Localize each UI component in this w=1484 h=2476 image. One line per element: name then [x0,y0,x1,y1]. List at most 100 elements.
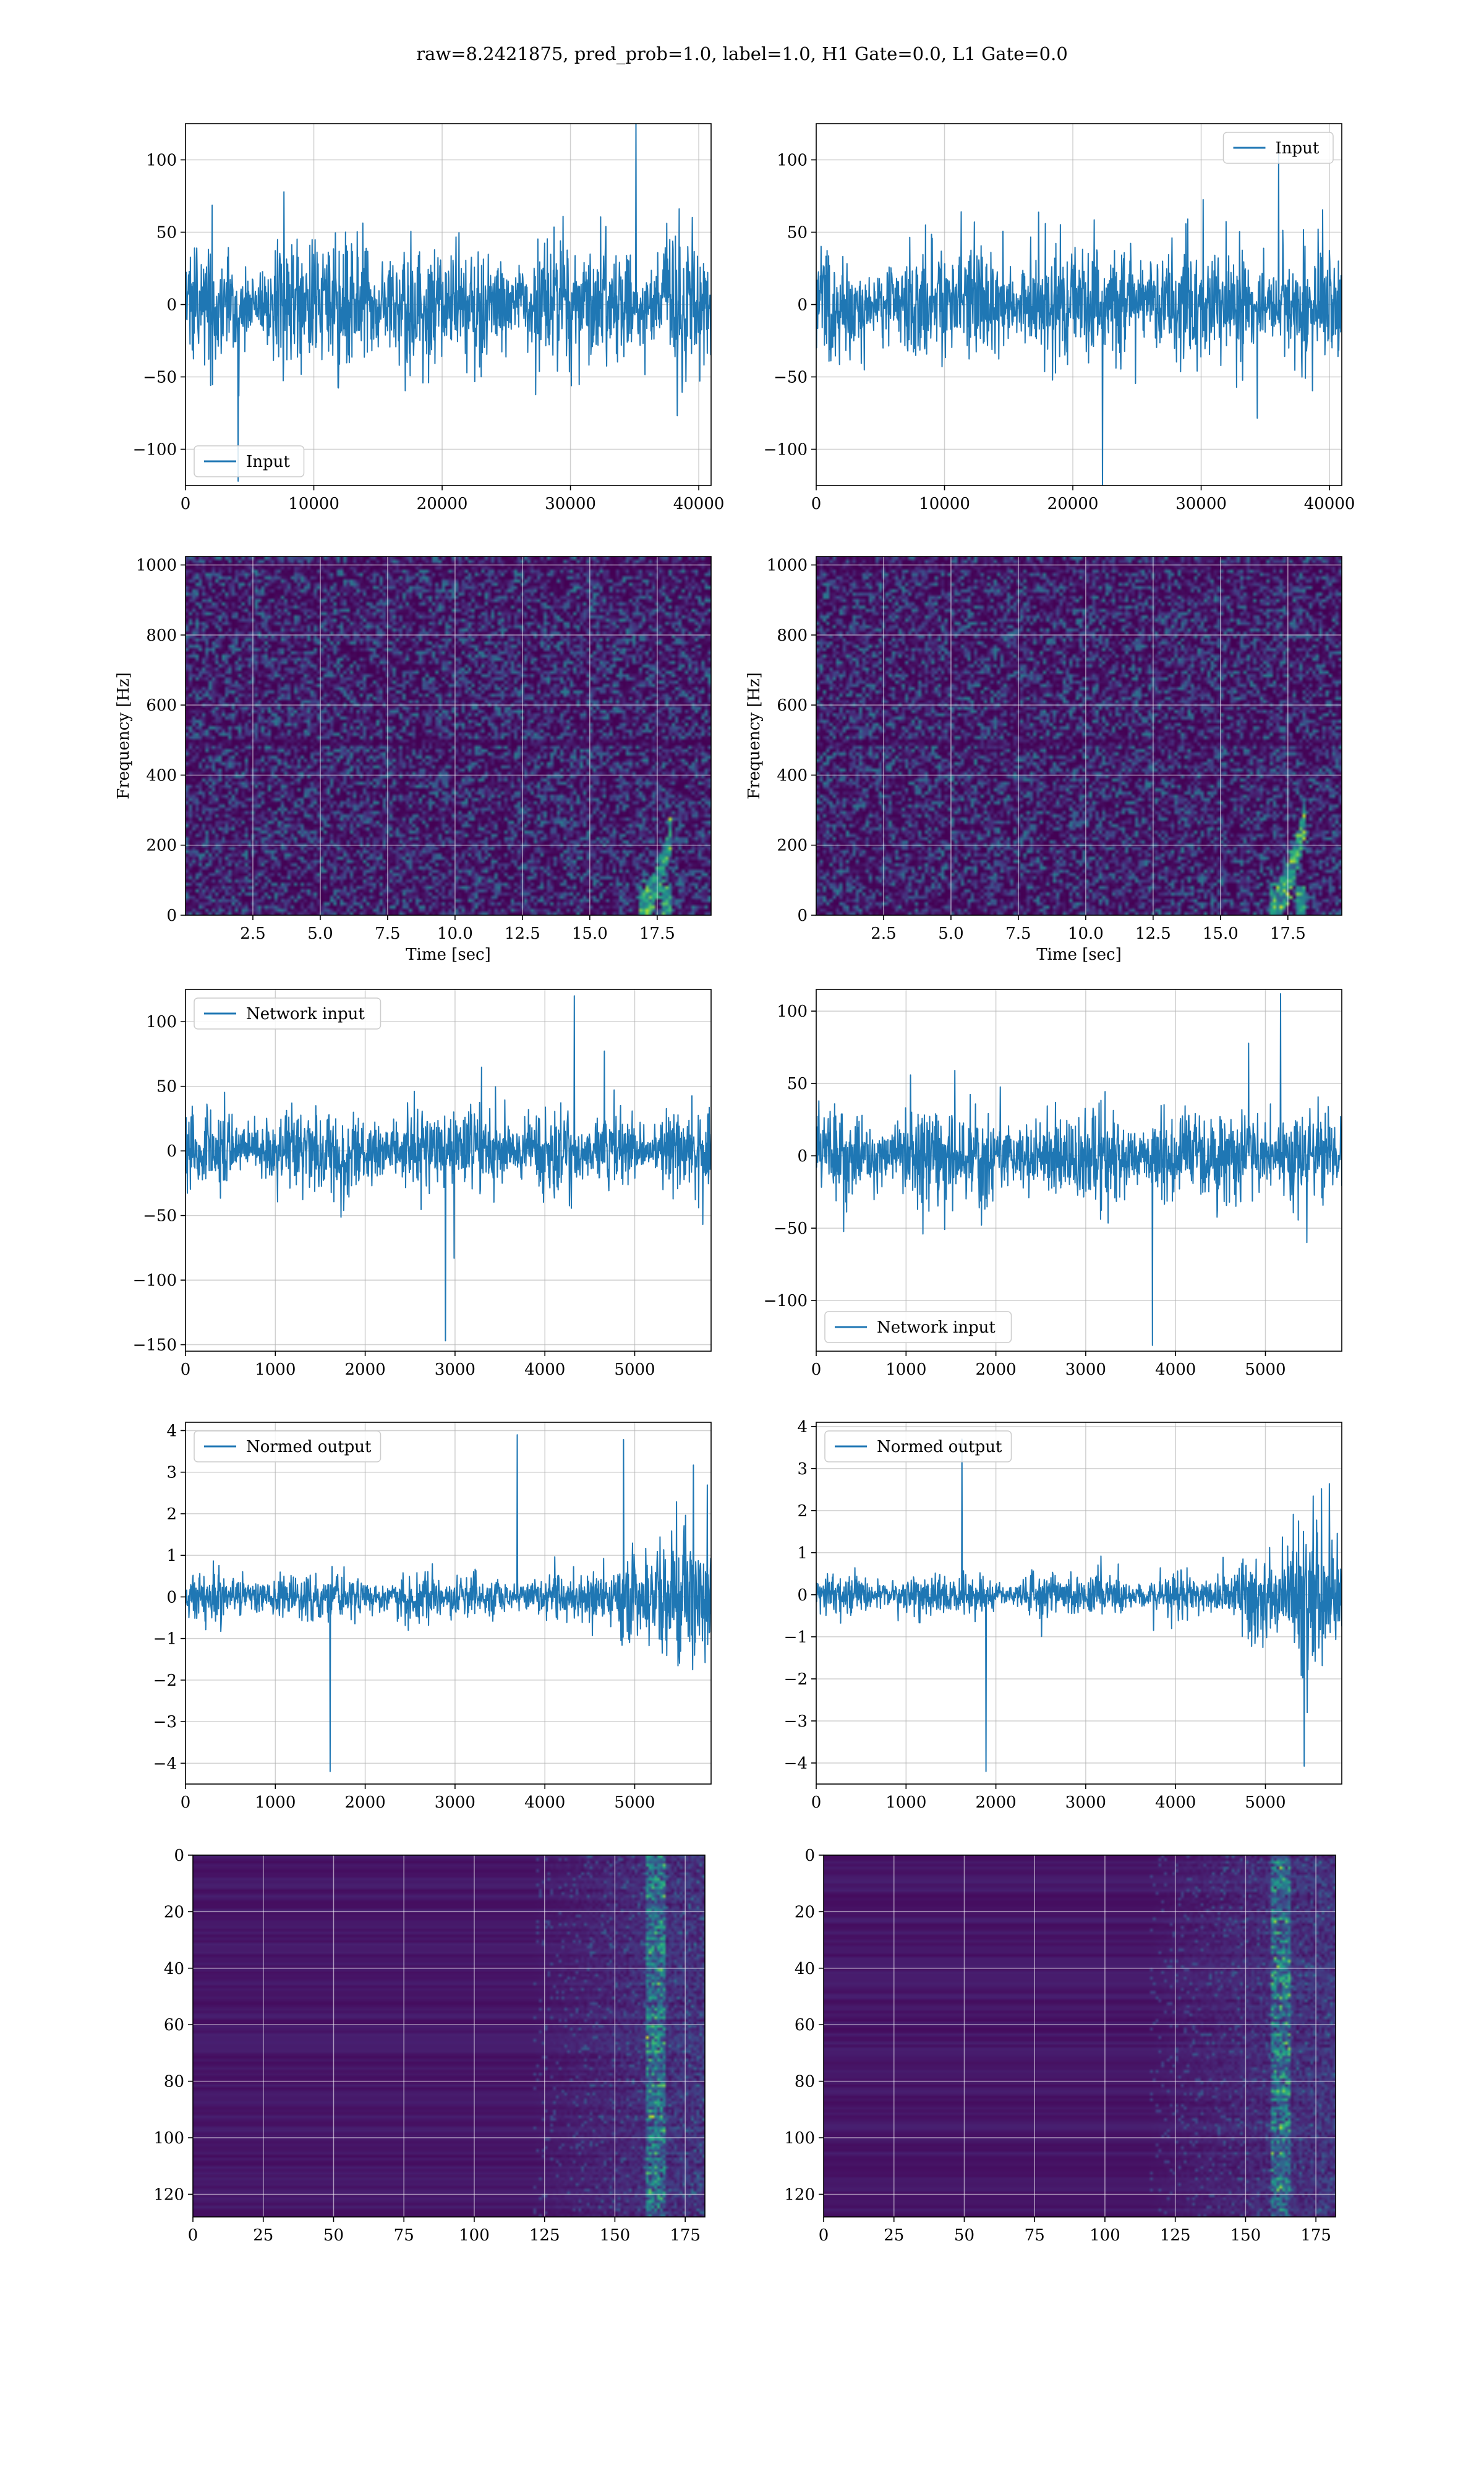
plot-area [186,124,711,485]
y-tick-label: −100 [764,441,808,459]
x-tick-label: 4000 [524,1793,565,1812]
y-tick-label: 60 [164,2016,184,2034]
x-tick-label: 0 [811,1360,822,1379]
series-line [816,1438,1342,1772]
y-tick-label: 60 [795,2016,815,2034]
x-tick-label: 1000 [255,1793,296,1812]
x-axis-label: Time [sec] [406,946,491,964]
x-tick-label: 7.5 [1005,924,1031,943]
series-line [186,995,711,1342]
x-tick-label: 30000 [1175,495,1227,513]
y-tick-label: 3 [166,1464,177,1482]
plot-area [816,124,1342,485]
y-tick-label: 50 [156,224,177,242]
y-tick-label: −100 [764,1292,808,1310]
heatmap-image [186,557,711,915]
axes-frame [816,1422,1342,1785]
x-tick-label: 25 [253,2226,273,2245]
x-tick-label: 5000 [614,1360,655,1379]
x-tick-label: 20000 [417,495,468,513]
x-tick-label: 40000 [1304,495,1355,513]
x-tick-label: 100 [1090,2226,1120,2245]
x-tick-label: 50 [954,2226,974,2245]
x-tick-label: 0 [181,1360,191,1379]
y-tick-label: 1000 [136,557,177,575]
x-tick-label: 7.5 [375,924,400,943]
y-tick-label: −4 [784,1754,808,1773]
x-tick-label: 10000 [919,495,970,513]
y-tick-label: −1 [153,1630,177,1649]
y-tick-label: 200 [146,837,177,855]
x-tick-label: 150 [1230,2226,1261,2245]
y-tick-label: 3 [797,1460,808,1479]
y-tick-label: 1 [797,1544,808,1563]
legend: Input [1222,132,1334,164]
axes-frame [185,1422,712,1785]
legend-label: Input [246,453,290,471]
x-tick-label: 40000 [673,495,725,513]
y-tick-label: 120 [784,2185,815,2204]
y-tick-label: 80 [795,2073,815,2091]
x-tick-label: 2000 [976,1793,1017,1812]
x-tick-label: 0 [181,1793,191,1812]
y-tick-label: 20 [795,1903,815,1921]
x-tick-label: 4000 [524,1360,565,1379]
legend-label: Input [1276,139,1320,158]
x-tick-label: 0 [819,2226,829,2245]
y-tick-label: 80 [164,2073,184,2091]
y-tick-label: −100 [133,441,177,459]
x-tick-label: 17.5 [639,924,675,943]
x-tick-label: 125 [1160,2226,1191,2245]
y-tick-label: 800 [777,626,808,645]
x-tick-label: 0 [811,1793,822,1812]
y-tick-label: 100 [153,2129,184,2148]
y-tick-label: −100 [133,1271,177,1290]
axes-frame [823,1855,1336,2218]
axes-frame [816,989,1342,1352]
x-tick-label: 0 [811,495,822,513]
x-tick-label: 175 [670,2226,701,2245]
x-tick-label: 0 [188,2226,198,2245]
legend-box [824,1311,1012,1343]
x-axis-label: Time [sec] [1036,946,1122,964]
y-tick-label: 50 [787,224,808,242]
y-tick-label: −1 [784,1628,808,1647]
x-tick-label: 3000 [1065,1793,1106,1812]
y-axis-label: Frequency [Hz] [745,672,764,800]
heatmap-image [824,1855,1336,2217]
y-tick-label: 2 [797,1502,808,1521]
axes-frame [185,989,712,1352]
y-tick-label: 100 [784,2129,815,2148]
y-tick-label: 100 [146,152,177,170]
heatmap-image [816,557,1342,915]
chart-normed-output-l1: 0 1000 2000 3000 4000 5000 −4 −3 −2 −1 0 1 2 3 4 Normed… [784,1418,1342,1812]
x-tick-label: 2000 [345,1793,386,1812]
x-tick-label: 75 [394,2226,414,2245]
plot-area [186,1422,711,1784]
x-tick-label: 10.0 [437,924,473,943]
legend: Normed output [824,1430,1012,1462]
chart-normed-output-h1: 0 1000 2000 3000 4000 5000 −4 −3 −2 −1 0 1 2 3 4 Normed… [153,1422,712,1812]
plot-area [816,989,1342,1351]
y-tick-label: 1000 [767,557,808,575]
y-tick-label: 0 [174,1846,184,1865]
figure-title: raw=8.2421875, pred_prob=1.0, label=1.0,… [416,43,1068,64]
x-tick-label: 20000 [1047,495,1099,513]
y-tick-label: 4 [166,1422,177,1440]
x-tick-label: 5000 [1245,1360,1286,1379]
y-tick-label: 40 [164,1960,184,1978]
y-tick-label: 0 [804,1846,815,1865]
x-tick-label: 30000 [545,495,596,513]
x-tick-label: 12.5 [1135,924,1171,943]
legend: Network input [824,1311,1012,1343]
series-line [816,147,1342,485]
y-tick-label: 400 [146,766,177,785]
chart-network-input-h1: 0 1000 2000 3000 4000 5000 −150 −100 −50 0 50 100 Ne… [133,989,712,1379]
y-tick-label: 100 [777,1002,808,1021]
plot-area [186,989,711,1351]
x-tick-label: 17.5 [1270,924,1306,943]
y-tick-label: 50 [787,1075,808,1093]
y-tick-label: 800 [146,626,177,645]
y-tick-label: −2 [153,1671,177,1690]
y-tick-label: 20 [164,1903,184,1921]
